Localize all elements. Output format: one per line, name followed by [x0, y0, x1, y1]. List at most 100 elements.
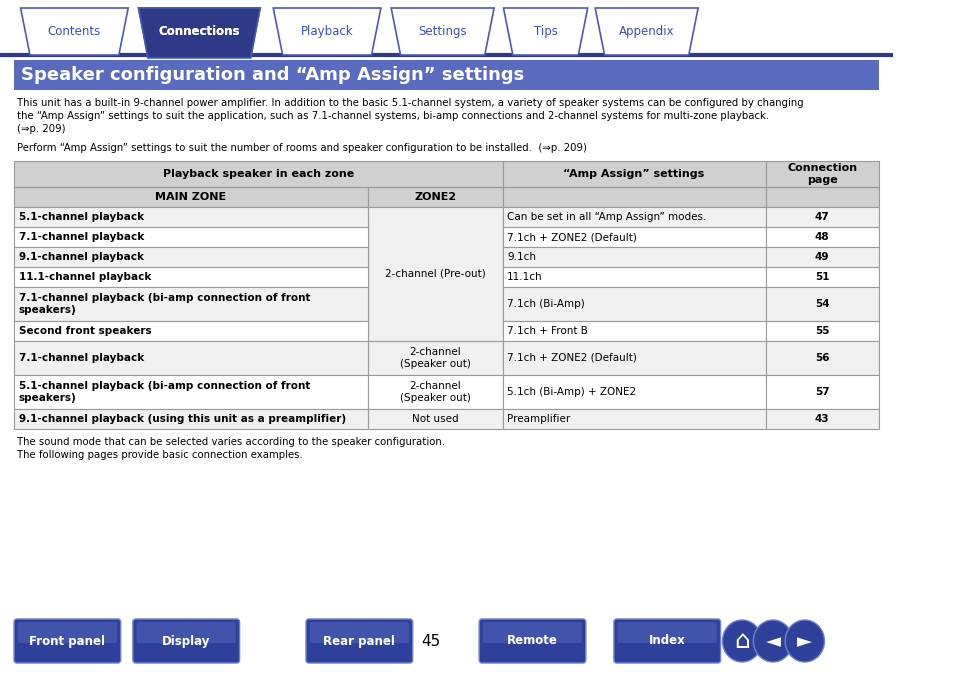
Text: Rear panel: Rear panel	[323, 635, 395, 647]
Text: 5.1-channel playback: 5.1-channel playback	[19, 212, 144, 222]
Bar	[502, 321, 764, 341]
Bar	[368, 187, 502, 207]
Bar	[14, 207, 368, 227]
Text: 7.1ch (Bi-Amp): 7.1ch (Bi-Amp)	[507, 299, 584, 309]
Polygon shape	[391, 8, 494, 55]
Text: Playback speaker in each zone: Playback speaker in each zone	[163, 169, 354, 179]
Bar	[502, 227, 764, 247]
Bar	[764, 161, 878, 187]
Text: 11.1ch: 11.1ch	[507, 272, 542, 282]
Text: 9.1ch: 9.1ch	[507, 252, 536, 262]
Bar	[502, 287, 764, 321]
Text: 9.1-channel playback: 9.1-channel playback	[19, 252, 144, 262]
Text: 48: 48	[814, 232, 828, 242]
Text: 7.1ch + Front B: 7.1ch + Front B	[507, 326, 587, 336]
Polygon shape	[138, 8, 260, 55]
Text: ►: ►	[797, 633, 811, 651]
Bar	[502, 267, 764, 287]
Text: 2-channel (Pre-out): 2-channel (Pre-out)	[384, 269, 485, 279]
Text: ◄: ◄	[764, 633, 780, 651]
Text: 5.1ch (Bi-Amp) + ZONE2: 5.1ch (Bi-Amp) + ZONE2	[507, 387, 636, 397]
Text: Second front speakers: Second front speakers	[19, 326, 152, 336]
Text: 11.1-channel playback: 11.1-channel playback	[19, 272, 151, 282]
Text: 57: 57	[814, 387, 828, 397]
Text: Display: Display	[162, 635, 211, 647]
Polygon shape	[273, 8, 380, 55]
Text: 2-channel
(Speaker out): 2-channel (Speaker out)	[399, 381, 470, 403]
Text: 49: 49	[814, 252, 828, 262]
FancyBboxPatch shape	[310, 622, 409, 643]
Polygon shape	[138, 8, 260, 58]
Bar	[14, 247, 368, 267]
Bar	[764, 267, 878, 287]
Text: 7.1ch + ZONE2 (Default): 7.1ch + ZONE2 (Default)	[507, 232, 637, 242]
Bar	[14, 60, 878, 90]
FancyBboxPatch shape	[14, 619, 121, 663]
Text: 54: 54	[814, 299, 828, 309]
Text: “Amp Assign” settings: “Amp Assign” settings	[563, 169, 704, 179]
FancyBboxPatch shape	[617, 622, 716, 643]
Bar	[368, 341, 502, 375]
Text: This unit has a built-in 9-channel power amplifier. In addition to the basic 5.1: This unit has a built-in 9-channel power…	[17, 98, 802, 108]
Text: 7.1ch + ZONE2 (Default): 7.1ch + ZONE2 (Default)	[507, 353, 637, 363]
Bar	[502, 247, 764, 267]
Text: Index: Index	[648, 635, 685, 647]
Text: 2-channel
(Speaker out): 2-channel (Speaker out)	[399, 347, 470, 369]
Polygon shape	[503, 8, 587, 55]
Text: 7.1-channel playback: 7.1-channel playback	[19, 232, 144, 242]
Text: 55: 55	[814, 326, 828, 336]
Circle shape	[784, 620, 823, 662]
Text: 43: 43	[814, 414, 828, 424]
Bar	[14, 375, 368, 409]
Bar	[14, 187, 368, 207]
FancyBboxPatch shape	[482, 622, 581, 643]
Polygon shape	[595, 8, 698, 55]
Bar	[764, 227, 878, 247]
Text: The sound mode that can be selected varies according to the speaker configuratio: The sound mode that can be selected vari…	[17, 437, 444, 447]
Circle shape	[721, 620, 760, 662]
Text: Connection
page: Connection page	[786, 163, 857, 185]
Text: 7.1-channel playback: 7.1-channel playback	[19, 353, 144, 363]
Bar	[502, 207, 764, 227]
FancyBboxPatch shape	[132, 619, 239, 663]
Bar	[14, 321, 368, 341]
Polygon shape	[21, 8, 128, 55]
Text: 5.1-channel playback (bi-amp connection of front
speakers): 5.1-channel playback (bi-amp connection …	[19, 381, 310, 403]
Text: Can be set in all “Amp Assign” modes.: Can be set in all “Amp Assign” modes.	[507, 212, 706, 222]
Text: Front panel: Front panel	[30, 635, 105, 647]
Bar	[502, 409, 764, 429]
Bar	[14, 267, 368, 287]
Text: Contents: Contents	[48, 25, 101, 38]
FancyBboxPatch shape	[306, 619, 413, 663]
Text: Speaker configuration and “Amp Assign” settings: Speaker configuration and “Amp Assign” s…	[21, 66, 523, 84]
Text: 9.1-channel playback (using this unit as a preamplifier): 9.1-channel playback (using this unit as…	[19, 414, 346, 424]
Text: Preamplifier: Preamplifier	[507, 414, 570, 424]
Text: Settings: Settings	[418, 25, 466, 38]
Text: 51: 51	[814, 272, 828, 282]
Bar	[502, 341, 764, 375]
Text: 45: 45	[420, 633, 439, 649]
Bar	[14, 161, 502, 187]
FancyBboxPatch shape	[614, 619, 720, 663]
Text: 7.1-channel playback (bi-amp connection of front
speakers): 7.1-channel playback (bi-amp connection …	[19, 293, 310, 315]
Bar	[368, 375, 502, 409]
Text: Playback: Playback	[300, 25, 353, 38]
FancyBboxPatch shape	[136, 622, 235, 643]
FancyBboxPatch shape	[18, 622, 117, 643]
Bar	[368, 409, 502, 429]
Text: Appendix: Appendix	[618, 25, 674, 38]
Bar	[764, 341, 878, 375]
Text: Remote: Remote	[506, 635, 558, 647]
Bar	[764, 207, 878, 227]
Bar	[764, 287, 878, 321]
Bar	[502, 187, 764, 207]
Bar	[764, 321, 878, 341]
Bar	[14, 227, 368, 247]
Text: the “Amp Assign” settings to suit the application, such as 7.1-channel systems, : the “Amp Assign” settings to suit the ap…	[17, 111, 768, 121]
Circle shape	[753, 620, 792, 662]
Text: (⇒p. 209): (⇒p. 209)	[17, 124, 66, 134]
Text: ⌂: ⌂	[734, 629, 749, 653]
Bar	[502, 161, 764, 187]
Bar	[764, 409, 878, 429]
Text: Connections: Connections	[158, 25, 240, 38]
